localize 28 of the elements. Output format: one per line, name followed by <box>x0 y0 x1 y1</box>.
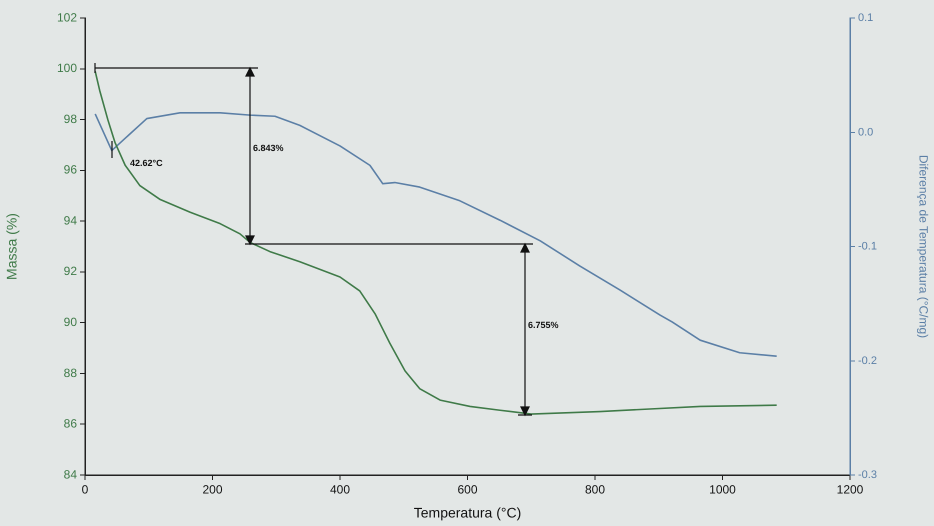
y2-tick-label: 0.1 <box>858 12 874 24</box>
x-axis-title: Temperatura (°C) <box>414 504 522 520</box>
y-tick-label: 92 <box>64 264 78 278</box>
y-tick-label: 84 <box>64 467 78 482</box>
y2-tick-label: 0.0 <box>858 126 874 138</box>
y-tick-label: 98 <box>64 112 78 126</box>
annotation: 6.755% <box>528 320 559 330</box>
y-tick-label: 100 <box>56 61 78 76</box>
y2-tick-label: -0.2 <box>858 354 877 367</box>
y-axis-title: Massa (%) <box>3 213 20 280</box>
y2-tick-label: -0.3 <box>858 469 877 482</box>
y2-tick-label: -0.1 <box>858 240 877 253</box>
y2-axis-title: Diferença de Temperatura (°C/mg) <box>916 154 930 338</box>
x-tick-label: 1000 <box>709 482 736 497</box>
y-tick-label: 86 <box>64 416 78 431</box>
x-tick-label: 0 <box>82 482 89 497</box>
x-tick-label: 1200 <box>836 482 864 497</box>
x-tick-label: 600 <box>457 482 478 497</box>
x-tick-label: 400 <box>330 482 350 497</box>
annotation: 6.843% <box>253 143 284 153</box>
y-tick-label: 94 <box>64 213 78 228</box>
y-tick-label: 102 <box>56 10 78 24</box>
y-tick-label: 90 <box>64 314 78 329</box>
y-tick-label: 88 <box>64 366 78 380</box>
y-tick-label: 96 <box>64 162 78 177</box>
x-tick-label: 200 <box>202 482 223 497</box>
annotation: 42.62°C <box>130 158 163 168</box>
x-tick-label: 800 <box>584 482 606 497</box>
